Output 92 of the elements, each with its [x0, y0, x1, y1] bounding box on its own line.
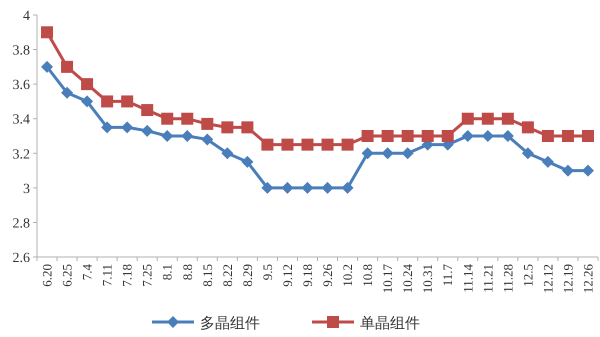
- point: [241, 156, 254, 168]
- point: [502, 112, 514, 125]
- point: [301, 182, 314, 194]
- point: [301, 138, 314, 151]
- point: [41, 26, 54, 38]
- point: [402, 147, 414, 160]
- point: [382, 130, 394, 142]
- y-tick-label: 3: [23, 182, 30, 197]
- x-tick-label: 11.14: [460, 264, 476, 293]
- point: [161, 112, 174, 125]
- y-tick-label: 3.4: [12, 112, 30, 128]
- point: [61, 86, 74, 99]
- x-tick-label: 11.28: [500, 264, 516, 293]
- x-tick-label: 8.22: [220, 264, 235, 287]
- y-tick-label: 3.8: [12, 44, 30, 59]
- point: [402, 130, 414, 142]
- point: [322, 182, 334, 194]
- point: [482, 130, 494, 142]
- point: [241, 121, 254, 134]
- x-tick-label: 10.24: [400, 264, 416, 294]
- point: [322, 138, 334, 151]
- x-tick-label: 12.12: [540, 264, 556, 294]
- point: [522, 147, 534, 160]
- x-tick-label: 8.1: [160, 264, 175, 280]
- point: [281, 182, 294, 194]
- x-tick-label: 9.12: [280, 264, 295, 287]
- x-tick-label: 12.5: [520, 264, 536, 287]
- x-tick-label: 8.29: [240, 264, 255, 287]
- point: [362, 147, 374, 160]
- point: [442, 130, 454, 142]
- x-tick-label: 11.7: [440, 264, 456, 286]
- legend-label: 多晶组件: [200, 314, 260, 332]
- point: [502, 130, 514, 142]
- point: [101, 95, 114, 108]
- point: [281, 138, 294, 151]
- x-tick-label: 7.11: [100, 264, 115, 286]
- x-tick-label: 11.21: [480, 264, 496, 293]
- legend-label: 单晶组件: [360, 314, 420, 332]
- point: [221, 147, 234, 160]
- point: [81, 78, 94, 90]
- point: [61, 60, 74, 73]
- point: [181, 130, 194, 142]
- point: [482, 112, 494, 125]
- point: [261, 138, 274, 151]
- point: [221, 121, 234, 134]
- x-tick-label: 7.18: [120, 264, 135, 287]
- y-tick-label: 3.2: [12, 147, 30, 162]
- point: [342, 182, 354, 194]
- point: [101, 121, 114, 134]
- x-tick-label: 10.8: [360, 264, 376, 287]
- point: [81, 95, 94, 108]
- x-tick-label: 8.15: [200, 264, 215, 287]
- point: [582, 130, 594, 142]
- point: [121, 121, 134, 134]
- point: [382, 147, 394, 160]
- x-tick-label: 6.25: [60, 264, 75, 287]
- x-tick-label: 9.5: [260, 264, 275, 280]
- y-tick-label: 4: [23, 9, 30, 24]
- point: [462, 130, 474, 142]
- point: [362, 130, 374, 142]
- x-tick-label: 10.31: [420, 264, 436, 294]
- y-tick-label: 3.6: [12, 78, 30, 94]
- x-tick-label: 10.17: [380, 264, 396, 294]
- x-tick-label: 10.2: [340, 264, 356, 287]
- x-tick-label: 9.26: [320, 264, 336, 287]
- point: [342, 138, 354, 151]
- point: [422, 130, 434, 142]
- point: [582, 164, 594, 177]
- point: [261, 182, 274, 194]
- point: [562, 164, 574, 177]
- y-tick-label: 2.6: [12, 251, 30, 266]
- point: [201, 133, 214, 146]
- point: [141, 104, 154, 116]
- x-tick-label: 12.19: [560, 264, 576, 294]
- point: [41, 60, 54, 73]
- point: [542, 156, 554, 168]
- point: [522, 121, 534, 134]
- point: [201, 118, 214, 130]
- point: [181, 112, 194, 125]
- point: [542, 130, 554, 142]
- point: [562, 130, 574, 142]
- point: [141, 124, 154, 137]
- x-tick-label: 8.8: [180, 264, 195, 280]
- point: [121, 95, 134, 108]
- x-tick-label: 7.25: [140, 264, 155, 287]
- x-tick-label: 12.26: [580, 264, 596, 294]
- y-tick-label: 2.8: [12, 216, 30, 232]
- point: [462, 112, 474, 125]
- point: [161, 130, 174, 142]
- x-tick-label: 7.4: [80, 264, 95, 280]
- x-tick-label: 6.20: [40, 264, 55, 287]
- x-tick-label: 9.18: [300, 264, 315, 287]
